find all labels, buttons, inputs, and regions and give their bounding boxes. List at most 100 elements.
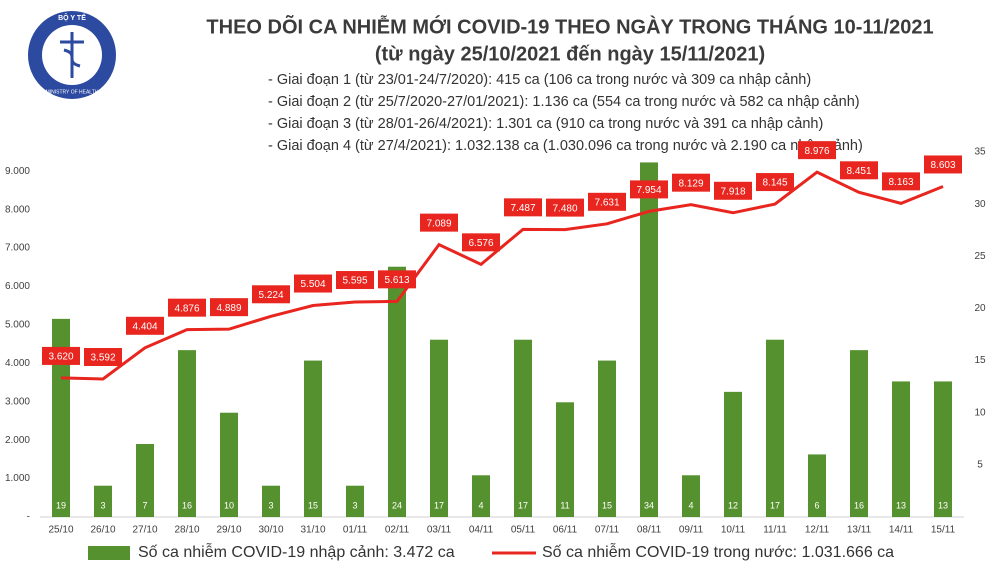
bar [262, 485, 280, 517]
y-tick-label: 5.000 [5, 320, 30, 331]
value-label: 5.613 [384, 275, 409, 286]
bar-label: 24 [392, 500, 402, 510]
y2-tick-label: 10 [974, 407, 986, 418]
value-label-box [210, 298, 248, 317]
y2-tick-label: 5 [977, 459, 983, 470]
bar-label: 17 [518, 500, 528, 510]
bar-label: 7 [142, 500, 147, 510]
y-tick-label: - [27, 512, 30, 523]
bar-label: 3 [352, 500, 357, 510]
bar-label: 3 [100, 500, 105, 510]
value-label: 7.480 [552, 203, 577, 214]
bar-label: 12 [728, 500, 738, 510]
value-label: 8.976 [804, 146, 829, 157]
y2-tick-label: 25 [974, 251, 986, 262]
value-label-box [168, 298, 206, 317]
bar-label: 13 [896, 500, 906, 510]
y-tick-label: 4.000 [5, 358, 30, 369]
x-tick-label: 08/11 [637, 525, 662, 536]
y2-tick-label: 15 [974, 355, 986, 366]
bar [808, 454, 826, 517]
value-label: 7.954 [636, 185, 661, 196]
value-label: 4.889 [216, 303, 241, 314]
bar [892, 381, 910, 517]
bar [682, 475, 700, 517]
bar-label: 16 [182, 500, 192, 510]
value-label-box [672, 173, 710, 192]
legend-swatch [88, 546, 130, 560]
y-tick-label: 7.000 [5, 243, 30, 254]
chart-subtitle: (từ ngày 25/10/2021 đến ngày 15/11/2021) [375, 43, 765, 65]
value-label: 7.631 [594, 197, 619, 208]
bar [472, 475, 490, 517]
x-tick-label: 14/11 [889, 525, 914, 536]
x-tick-label: 31/10 [300, 525, 325, 536]
y-tick-label: 9.000 [5, 166, 30, 177]
bar [430, 339, 448, 517]
value-label-box [336, 271, 374, 290]
x-tick-label: 28/10 [174, 525, 199, 536]
bar [514, 339, 532, 517]
x-tick-label: 06/11 [553, 525, 578, 536]
y2-tick-label: 35 [974, 147, 986, 158]
x-tick-label: 15/11 [931, 525, 956, 536]
bar [598, 360, 616, 517]
value-label: 5.595 [342, 276, 367, 287]
bar-label: 13 [938, 500, 948, 510]
bar-label: 10 [224, 500, 234, 510]
value-label: 5.504 [300, 279, 325, 290]
y-tick-label: 8.000 [5, 204, 30, 215]
bar-label: 15 [602, 500, 612, 510]
bar-label: 4 [688, 500, 693, 510]
value-label-box [252, 285, 290, 304]
value-label-box [588, 192, 626, 211]
bar [640, 162, 658, 517]
bar-label: 17 [434, 500, 444, 510]
value-label: 8.451 [846, 166, 871, 177]
logo: BỘ Y TẾ MINISTRY OF HEALTH [28, 11, 116, 99]
legend-label: Số ca nhiễm COVID-19 nhập cảnh: 3.472 ca [138, 542, 455, 561]
note: - Giai đoạn 4 (từ 27/4/2021): 1.032.138 … [268, 138, 863, 154]
bar [724, 391, 742, 517]
y2-tick-label: 30 [974, 199, 986, 210]
x-tick-label: 27/10 [132, 525, 157, 536]
bar [220, 412, 238, 517]
x-tick-label: 02/11 [385, 525, 410, 536]
value-label: 7.089 [426, 218, 451, 229]
bar-label: 16 [854, 500, 864, 510]
bar [934, 381, 952, 517]
value-label: 8.129 [678, 178, 703, 189]
bar-label: 6 [814, 500, 819, 510]
value-label-box [294, 274, 332, 293]
chart-title: THEO DÕI CA NHIỄM MỚI COVID-19 THEO NGÀY… [206, 14, 933, 38]
value-label-box [630, 180, 668, 199]
logo-bottom: MINISTRY OF HEALTH [46, 89, 99, 95]
value-label-box [462, 233, 500, 252]
y-tick-label: 6.000 [5, 281, 30, 292]
value-label: 3.592 [90, 353, 115, 364]
value-label-box [378, 270, 416, 289]
x-tick-label: 25/10 [48, 525, 73, 536]
x-tick-label: 09/11 [679, 525, 704, 536]
bar [346, 485, 364, 517]
x-tick-label: 04/11 [469, 525, 494, 536]
x-tick-label: 03/11 [427, 525, 452, 536]
bar-label: 15 [308, 500, 318, 510]
y-tick-label: 2.000 [5, 435, 30, 446]
legend-label: Số ca nhiễm COVID-19 trong nước: 1.031.6… [542, 542, 894, 561]
x-tick-label: 30/10 [258, 525, 283, 536]
value-label-box [84, 347, 122, 366]
y-tick-label: 3.000 [5, 396, 30, 407]
bar [136, 444, 154, 517]
y2-tick-label: 20 [974, 303, 986, 314]
x-tick-label: 10/11 [721, 525, 746, 536]
bar [94, 485, 112, 517]
value-label: 7.918 [720, 186, 745, 197]
x-tick-label: 13/11 [847, 525, 872, 536]
logo-emblem [60, 32, 84, 78]
value-label-box [882, 172, 920, 191]
note: - Giai đoạn 2 (từ 25/7/2020-27/01/2021):… [268, 94, 860, 110]
bar-label: 17 [770, 500, 780, 510]
value-label-box [504, 198, 542, 217]
x-tick-label: 07/11 [595, 525, 620, 536]
